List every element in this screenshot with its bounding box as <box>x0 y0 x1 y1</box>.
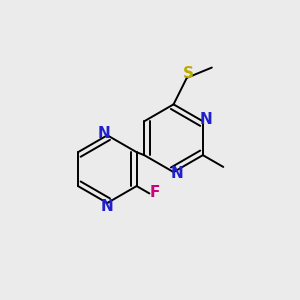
Text: F: F <box>149 185 160 200</box>
Text: S: S <box>183 66 194 81</box>
Text: N: N <box>200 112 213 127</box>
Text: N: N <box>171 166 184 181</box>
Text: N: N <box>98 126 110 141</box>
Text: N: N <box>101 199 114 214</box>
